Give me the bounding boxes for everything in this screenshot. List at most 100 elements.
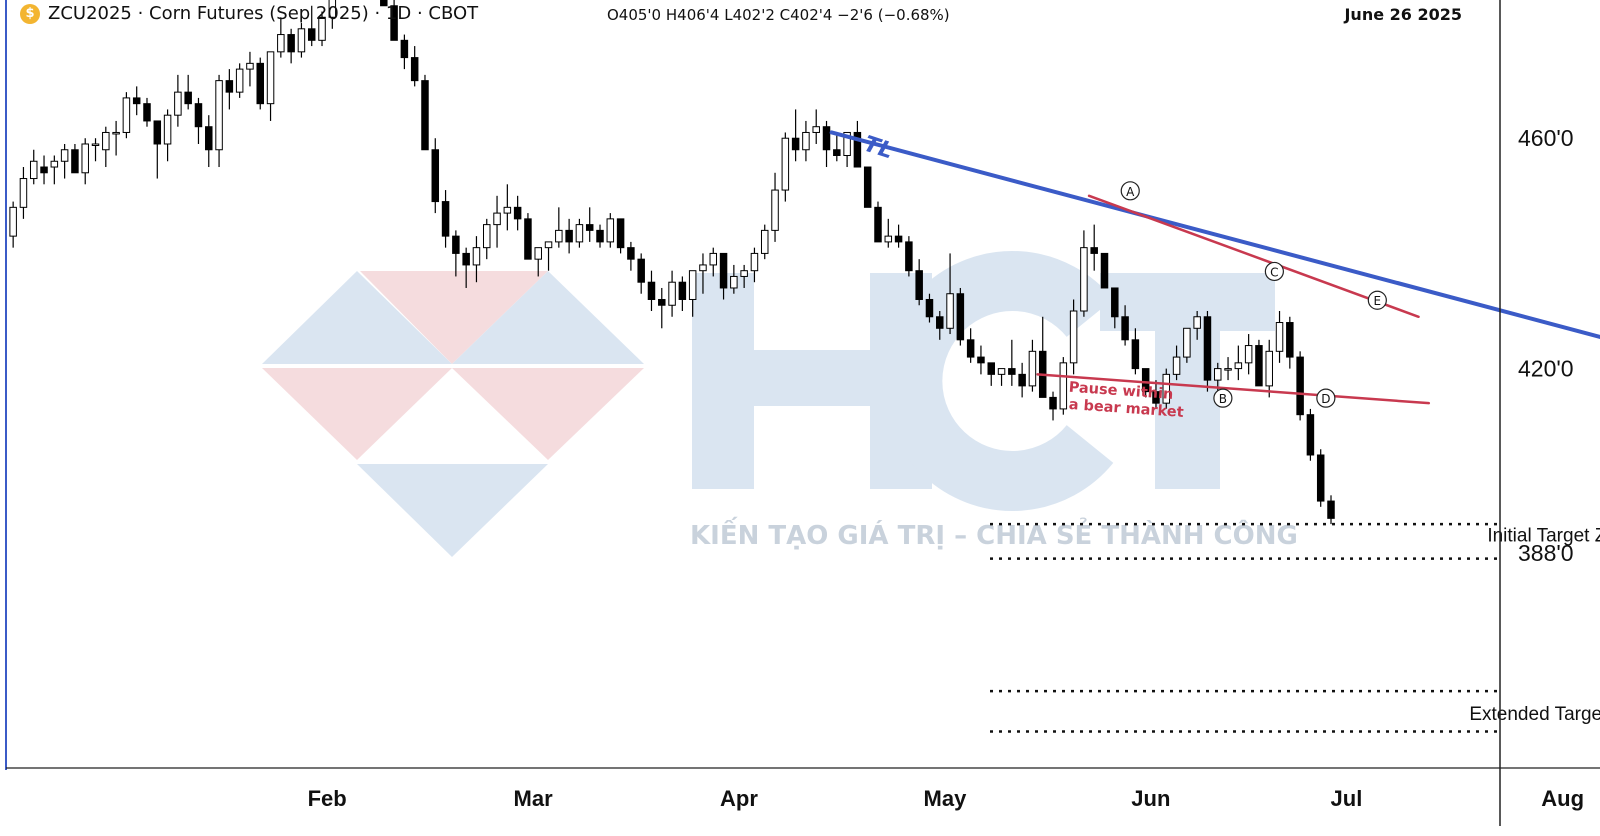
candle <box>678 276 687 312</box>
candle-body <box>1224 368 1232 371</box>
candle-body <box>863 166 872 208</box>
candle-body <box>555 229 563 243</box>
candlestick-series <box>9 0 1335 525</box>
wave-point-marker <box>1367 290 1387 310</box>
candle-body <box>1080 247 1088 312</box>
candle <box>472 236 481 283</box>
wave-point-label: B <box>1219 392 1227 406</box>
candle <box>606 213 615 248</box>
candle <box>143 97 151 127</box>
wave-point-label: D <box>1321 392 1330 406</box>
candle-body <box>1028 350 1037 387</box>
candle <box>1265 339 1273 398</box>
time-axis[interactable]: Feb Mar Apr May Jun Jul Aug <box>308 786 1584 811</box>
candle <box>1183 327 1191 363</box>
candle-body <box>637 258 645 283</box>
candle-body <box>441 201 450 237</box>
candle <box>246 51 254 87</box>
candle-body <box>977 356 985 364</box>
candle-body <box>1059 362 1068 410</box>
candle <box>863 166 872 208</box>
candle-body <box>1255 345 1263 387</box>
candle-body <box>1306 414 1315 456</box>
candle <box>1162 368 1171 409</box>
candle-body <box>328 0 337 18</box>
candle-body <box>699 264 707 272</box>
candle <box>1018 362 1026 398</box>
candle-body <box>1316 454 1325 502</box>
candle <box>102 126 110 168</box>
candle <box>462 247 470 288</box>
candle-body <box>102 131 110 151</box>
candle-body <box>915 270 923 300</box>
target-zone-lines <box>990 522 1498 733</box>
candle-body <box>997 368 1006 375</box>
candle <box>493 195 501 248</box>
trendline-tl <box>829 130 1600 339</box>
candle-body <box>19 178 28 208</box>
candle-body <box>1069 310 1078 364</box>
price-tick-label: 388'0 <box>1518 540 1574 566</box>
candle <box>730 264 738 294</box>
candle-body <box>307 28 316 41</box>
candle <box>380 0 388 7</box>
candle <box>431 138 440 214</box>
candle <box>205 115 213 168</box>
candle <box>184 74 192 110</box>
candle-body <box>184 91 192 105</box>
candle <box>225 69 234 110</box>
candle <box>936 311 944 340</box>
candle <box>977 345 985 375</box>
trendlines <box>829 130 1600 405</box>
candle-body <box>616 218 625 249</box>
target-zone-label: Initial Target Zone <box>1487 525 1600 546</box>
candle <box>688 270 697 317</box>
candle-body <box>627 247 635 260</box>
candle-body <box>112 131 120 135</box>
candle <box>956 287 965 346</box>
candle-body <box>513 206 522 220</box>
candle <box>29 149 38 185</box>
candle-body <box>81 143 89 174</box>
candle <box>174 74 182 127</box>
candle <box>791 109 800 162</box>
candle-body <box>297 28 306 53</box>
candle-body <box>1265 350 1273 387</box>
candle-body <box>246 62 254 70</box>
candle <box>1152 380 1160 409</box>
candle-body <box>719 252 728 289</box>
candle <box>915 259 923 306</box>
candle <box>1100 252 1109 289</box>
candle-body <box>1244 345 1253 364</box>
candle-body <box>266 51 275 105</box>
candle-body <box>1193 316 1201 329</box>
hct-watermark-logo <box>262 251 1275 557</box>
candle <box>1316 449 1325 507</box>
candle-body <box>163 114 172 145</box>
candle <box>627 241 635 271</box>
candle-body <box>946 293 954 329</box>
candle <box>91 138 100 162</box>
candle <box>441 190 450 248</box>
candle-body <box>802 131 810 151</box>
candle-body <box>1296 356 1304 416</box>
candle <box>1121 305 1129 346</box>
price-axis[interactable]: 460'0 420'0 388'0 <box>1518 125 1574 566</box>
wave-point-label: E <box>1374 294 1382 308</box>
candle-body <box>29 160 38 180</box>
candle-body <box>1183 327 1191 358</box>
candle-body <box>122 97 131 133</box>
trendline-wedge-upper <box>1087 194 1420 319</box>
candle-body <box>1275 322 1284 352</box>
wave-point-label: A <box>1126 185 1135 199</box>
candle <box>1028 339 1037 392</box>
candle <box>1008 339 1016 386</box>
target-zone-label: Extended Target Zone <box>1469 704 1600 725</box>
candle-body <box>874 206 882 243</box>
symbol-header[interactable]: $ ZCU2025 · Corn Futures (Sep 2025) · 1D… <box>20 3 478 24</box>
candle-body <box>1141 368 1150 393</box>
candle <box>524 213 532 260</box>
candle-body <box>1131 339 1140 370</box>
candle <box>277 17 285 58</box>
watermark-tagline: KIẾN TẠO GIÁ TRỊ – CHIA SẺ THÀNH CÔNG <box>690 516 1298 551</box>
